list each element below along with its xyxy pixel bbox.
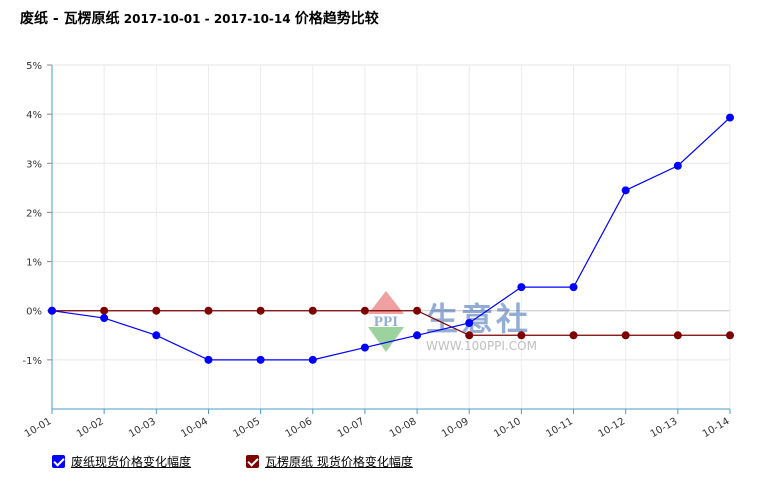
y-tick-label: 3%	[26, 159, 42, 170]
x-tick-label: 10-03	[127, 416, 158, 440]
series-1-point	[673, 161, 682, 170]
title-sep: -	[48, 11, 64, 27]
watermark: PPI 生意社 WWW.100PPI.COM	[368, 291, 537, 353]
series-1-point	[152, 331, 161, 340]
series-1-point	[517, 283, 526, 292]
y-tick-label: 1%	[26, 258, 42, 269]
x-tick-label: 10-11	[544, 416, 575, 440]
legend-item-series-1[interactable]: 废纸现货价格变化幅度	[52, 453, 191, 470]
series-2-point	[726, 331, 734, 340]
x-tick-label: 10-06	[284, 416, 315, 440]
title-suffix: 价格趋势比较	[294, 11, 379, 27]
x-tick-label: 10-14	[701, 416, 732, 440]
x-tick-label: 10-08	[388, 416, 419, 440]
series-2-point	[204, 306, 213, 315]
series-2-point	[569, 331, 578, 340]
legend-label-series-2[interactable]: 瓦楞原纸 现货价格变化幅度	[265, 455, 413, 469]
x-tick-label: 10-02	[75, 416, 106, 440]
y-tick-label: 0%	[26, 307, 42, 318]
series-1-point	[726, 113, 734, 122]
series-1-point	[465, 319, 474, 327]
series-2-point	[621, 331, 630, 340]
series-1-point	[48, 306, 56, 315]
x-tick-label: 10-07	[336, 416, 367, 440]
checkbox-checked-icon[interactable]	[246, 455, 259, 468]
series-1-point	[308, 355, 317, 364]
x-tick-label: 10-09	[440, 416, 471, 440]
series-1-point	[256, 355, 265, 364]
y-tick-label: 5%	[26, 61, 42, 72]
title-date-range: 2017-10-01 - 2017-10-14	[119, 12, 295, 26]
watermark-brand: 生意社	[426, 300, 531, 338]
series-1-point	[413, 331, 422, 340]
x-tick-label: 10-05	[231, 416, 262, 440]
series-2-point	[308, 306, 317, 315]
series-line-1	[51, 117, 731, 361]
series-1-point	[100, 314, 109, 323]
y-tick-label: 2%	[26, 208, 42, 219]
series-1-point	[621, 186, 630, 195]
x-tick-label: 10-01	[23, 416, 54, 440]
series-2-point	[465, 331, 474, 340]
series-2-point	[256, 306, 265, 315]
series-2-point	[517, 331, 526, 340]
series-1-point	[569, 283, 578, 292]
series-2-point	[360, 306, 369, 315]
watermark-logo-bottom	[368, 327, 404, 352]
checkbox-checked-icon[interactable]	[52, 455, 65, 468]
watermark-logo-top	[368, 291, 404, 314]
x-tick-label: 10-10	[492, 416, 523, 440]
series-1-point	[360, 343, 369, 352]
series-2-point	[100, 306, 109, 315]
series-1-point	[204, 355, 213, 364]
legend-item-series-2[interactable]: 瓦楞原纸 现货价格变化幅度	[246, 453, 413, 470]
axes: -1% 0% 1% 2% 3% 4% 5% 10-01 10-02 10-03 10-04 10-05…	[23, 61, 732, 440]
watermark-logo-text: PPI	[374, 314, 398, 330]
y-tick-label: -1%	[23, 356, 42, 367]
series-2-point	[413, 306, 422, 315]
title-series: 瓦楞原纸	[63, 11, 120, 27]
legend-label-series-1[interactable]: 废纸现货价格变化幅度	[71, 455, 192, 469]
series-layer	[48, 113, 734, 364]
y-tick-label: 4%	[26, 110, 42, 121]
x-tick-label: 10-12	[597, 416, 628, 440]
grid-lines	[51, 64, 731, 409]
x-tick-label: 10-04	[179, 416, 210, 440]
x-tick-label: 10-13	[649, 416, 680, 440]
title-product: 废纸	[20, 11, 48, 27]
watermark-url: WWW.100PPI.COM	[426, 339, 537, 353]
series-line-2	[52, 310, 730, 336]
chart-title: 废纸 - 瓦楞原纸 2017-10-01 - 2017-10-14 价格趋势比较	[20, 8, 379, 28]
series-2-point	[152, 306, 161, 315]
series-2-point	[673, 331, 682, 340]
